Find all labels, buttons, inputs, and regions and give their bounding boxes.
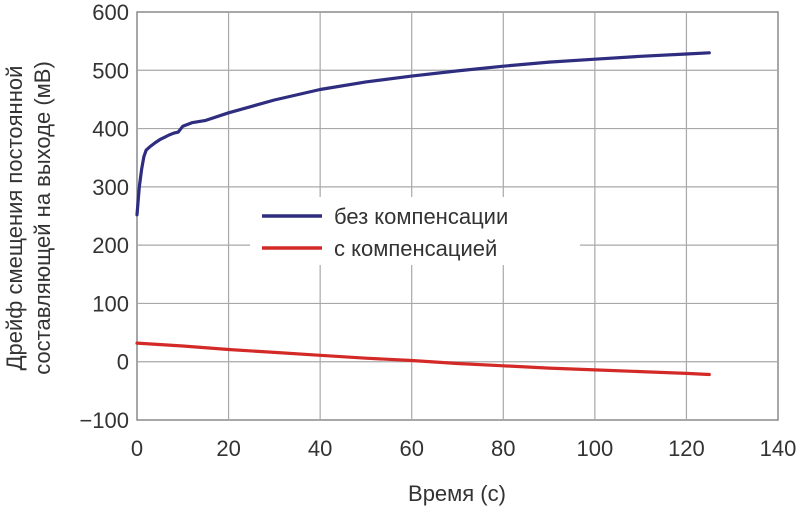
legend-label-compensated: с компенсацией [334, 236, 497, 261]
y-tick-label: 400 [92, 117, 129, 142]
x-axis-title: Время (с) [408, 481, 506, 506]
series-lines [135, 51, 711, 377]
x-tick-label: 140 [760, 436, 797, 461]
legend: без компенсации с компенсацией [250, 197, 580, 265]
series-line-uncompensated [135, 51, 711, 217]
y-axis-title-line-2: составляющей на выходе (мВ) [30, 61, 55, 375]
y-tick-label: 300 [92, 175, 129, 200]
x-tick-label: 20 [216, 436, 240, 461]
y-tick-label: 0 [117, 350, 129, 375]
x-tick-label: 80 [491, 436, 515, 461]
y-tick-label: 600 [92, 0, 129, 25]
legend-label-uncompensated: без компенсации [334, 204, 508, 229]
series-line-compensated [135, 341, 711, 377]
y-axis-title: Дрейф смещения постоянной составляющей н… [2, 61, 55, 375]
x-tick-label: 100 [576, 436, 613, 461]
x-tick-label: 0 [131, 436, 143, 461]
x-tick-label: 60 [399, 436, 423, 461]
y-tick-label: −100 [79, 408, 129, 433]
y-axis-title-line-1: Дрейф смещения постоянной [2, 66, 27, 371]
y-tick-label: 100 [92, 291, 129, 316]
y-tick-label: 200 [92, 233, 129, 258]
legend-background [250, 197, 580, 265]
x-tick-label: 120 [668, 436, 705, 461]
x-axis-ticks: 0 20 40 60 80 100 120 140 [131, 436, 796, 461]
x-tick-label: 40 [308, 436, 332, 461]
y-tick-label: 500 [92, 58, 129, 83]
y-axis-ticks: 600 500 400 300 200 100 0 −100 [79, 0, 129, 433]
